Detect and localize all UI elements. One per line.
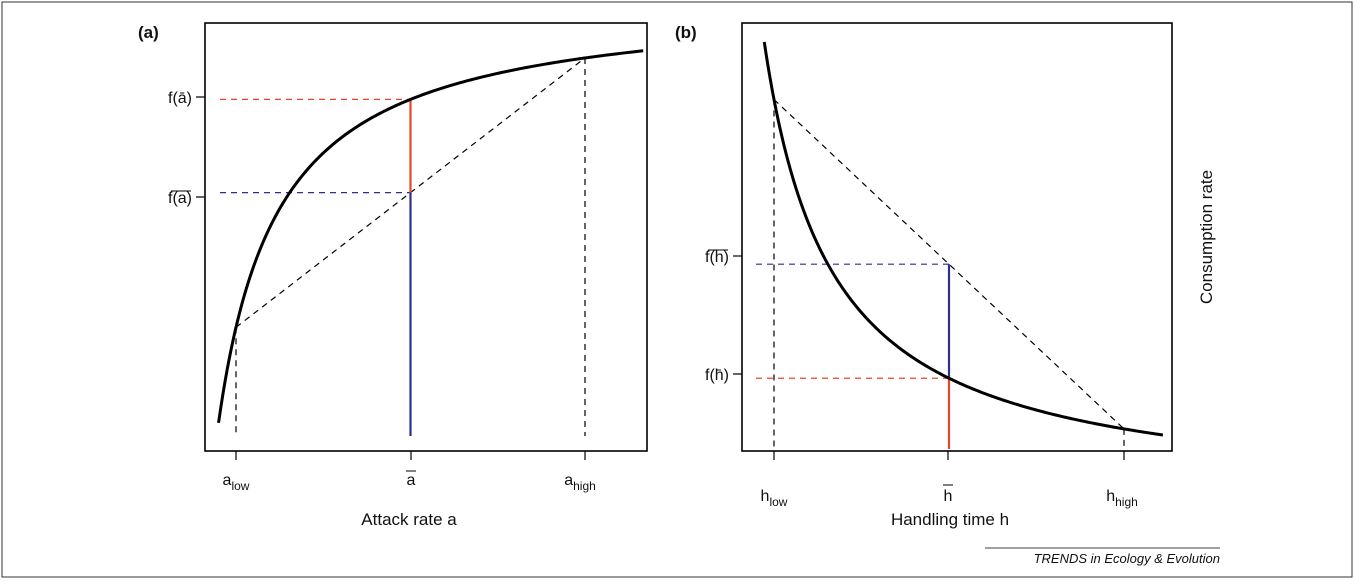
panel-a-xtick-1-label: alow [223,472,250,493]
panel-b-xtick-3-label: hhigh [1106,488,1138,509]
panel-a-ytick-2-label: f(a) [168,190,192,207]
panel-a-xtick-2: a [406,451,416,489]
panel-b-chord [773,99,1125,430]
panel-b-ytick-1: f(h) [705,249,742,266]
panel-b: (b) f(h) f(h̄) hlow h hhigh Handling tim… [675,22,1216,529]
panel-a-ytick-2: f(a) [168,190,205,207]
panel-b-curve [762,41,1164,437]
panel-a-ytick-1-label: f(ā) [168,90,192,107]
panel-b-ytick-2: f(h̄) [705,367,742,384]
panel-b-xtick-3: hhigh [1106,451,1138,509]
panel-a-label: (a) [138,23,159,42]
panel-b-xtick-1-label: hlow [761,488,788,509]
panel-a-curve [217,49,644,424]
credit: TRENDS in Ecology & Evolution [1034,551,1220,566]
panel-b-xtick-1: hlow [761,451,788,509]
panel-a-xtick-3-label: ahigh [564,472,596,493]
panel-a: (a) f(ā) f(a) alow a ahigh Attack rate a [138,22,648,529]
panel-b-xtick-2: h [943,451,953,505]
panel-a-xtick-2-label: a [407,472,416,489]
panel-b-xlabel: Handling time h [891,510,1009,529]
panel-a-xlabel: Attack rate a [361,510,457,529]
panel-b-ytick-1-label: f(h) [705,249,729,266]
panel-a-xtick-3: ahigh [564,451,596,493]
panel-b-ylabel: Consumption rate [1197,170,1216,304]
panel-a-xtick-1: alow [223,451,250,493]
panel-a-frame [204,22,648,452]
panel-b-frame [741,22,1173,452]
panel-b-ytick-2-label: f(h̄) [705,367,729,384]
panel-b-label: (b) [675,23,697,42]
panel-a-ytick-1: f(ā) [168,90,205,107]
panel-b-xtick-2-label: h [944,488,953,505]
